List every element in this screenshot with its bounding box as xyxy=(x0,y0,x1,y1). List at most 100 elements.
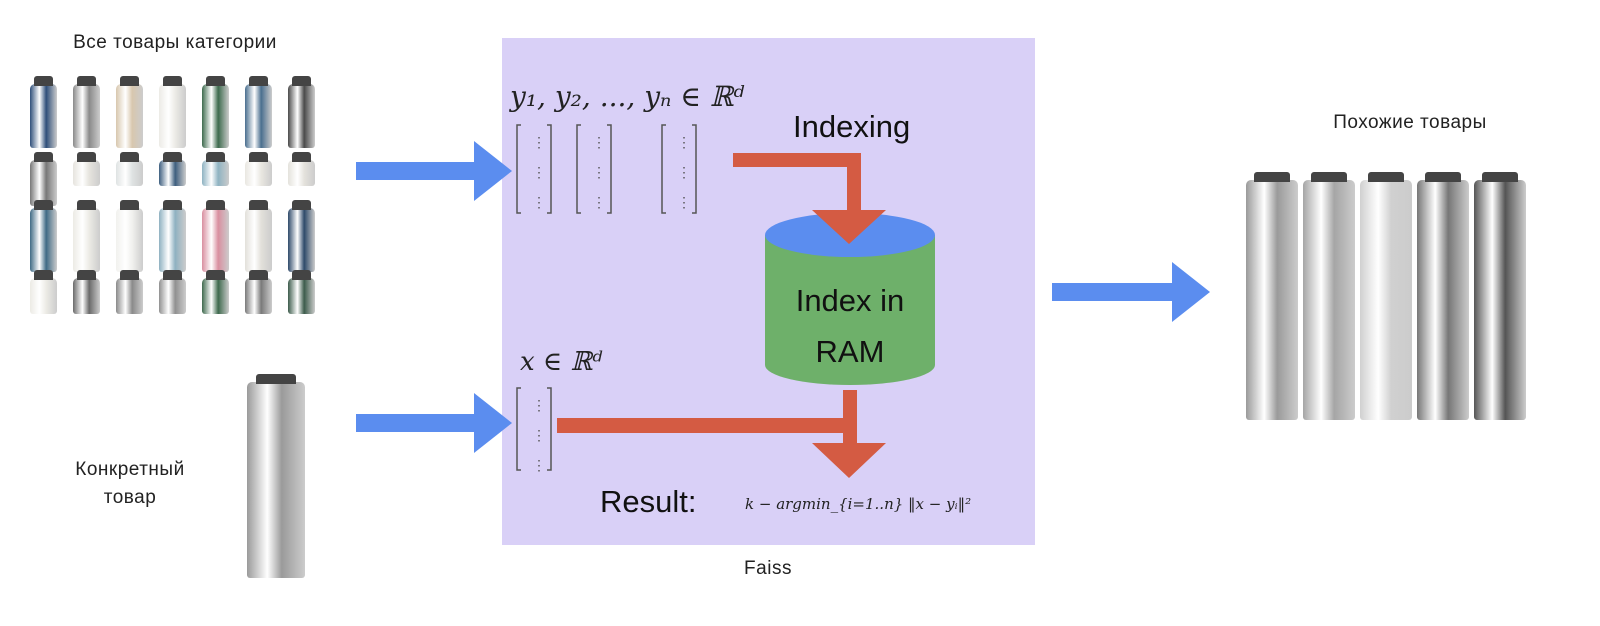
catalog-product-image xyxy=(73,200,100,272)
query-product-bottle xyxy=(247,374,305,578)
bottle-cap xyxy=(163,76,182,86)
bottle-cap xyxy=(292,152,311,162)
similar-product-image xyxy=(1246,172,1298,420)
vector-dots: ⋮ xyxy=(532,457,546,473)
catalog-product-image xyxy=(116,270,143,314)
vector-dots: ⋮ xyxy=(532,164,546,180)
bottle-cap xyxy=(120,76,139,86)
catalog-product-image xyxy=(288,76,315,148)
arrow-catalog-to-faiss xyxy=(356,141,512,201)
catalog-product-image xyxy=(30,152,57,206)
catalog-product-image xyxy=(116,152,143,186)
bottle-cap xyxy=(1310,172,1348,182)
index-in-ram-line1: Index in xyxy=(796,283,905,318)
index-in-ram-line2: RAM xyxy=(816,334,885,369)
similar-product-image xyxy=(1360,172,1412,420)
result-label: Result: xyxy=(600,484,696,519)
catalog-product-image xyxy=(116,76,143,148)
catalog-product-image xyxy=(288,270,315,314)
bottle-cap xyxy=(1253,172,1291,182)
catalog-product-image xyxy=(202,152,229,186)
bottle-cap xyxy=(249,152,268,162)
catalog-product-image xyxy=(245,200,272,272)
bottle-cap xyxy=(292,200,311,210)
catalog-product-image xyxy=(159,200,186,272)
bottle-cap xyxy=(1424,172,1462,182)
catalog-product-image xyxy=(288,152,315,186)
catalog-product-image xyxy=(30,76,57,148)
catalog-product-image xyxy=(30,270,57,314)
specific-item-label: Конкретный товар xyxy=(40,456,220,512)
vector-dots: ⋮ xyxy=(677,164,691,180)
faiss-label: Faiss xyxy=(744,558,792,579)
bottle-cap xyxy=(1367,172,1405,182)
catalog-product-image xyxy=(73,152,100,186)
vector-dots: ⋮ xyxy=(677,134,691,150)
catalog-product-image xyxy=(30,200,57,272)
catalog-product-image xyxy=(159,270,186,314)
catalog-product-image xyxy=(288,200,315,272)
bottle-cap xyxy=(163,200,182,210)
vector-dots: ⋮ xyxy=(532,427,546,443)
specific-item-line2: товар xyxy=(103,487,157,508)
bottle-cap xyxy=(206,270,225,280)
catalog-product-image xyxy=(245,152,272,186)
vector-dots: ⋮ xyxy=(532,134,546,150)
bottle-cap xyxy=(206,200,225,210)
bottle-cap xyxy=(77,76,96,86)
vector-bracket xyxy=(516,387,552,471)
vector-bracket xyxy=(516,124,552,214)
catalog-product-image xyxy=(202,200,229,272)
vector-dots: ⋮ xyxy=(592,194,606,210)
vector-dots: ⋮ xyxy=(532,397,546,413)
bottle-cap xyxy=(249,76,268,86)
vector-bracket xyxy=(661,124,697,214)
bottle-cap xyxy=(34,76,53,86)
bottle-cap xyxy=(34,270,53,280)
bottle-cap xyxy=(249,200,268,210)
bottle-cap xyxy=(77,270,96,280)
catalog-product-image xyxy=(159,152,186,186)
bottle-cap xyxy=(163,152,182,162)
vector-dots: ⋮ xyxy=(677,194,691,210)
bottle-cap xyxy=(77,152,96,162)
bottle-cap xyxy=(163,270,182,280)
similar-product-image xyxy=(1474,172,1526,420)
catalog-product-image xyxy=(73,270,100,314)
bottle-cap xyxy=(77,200,96,210)
all-items-label: Все товары категории xyxy=(73,32,277,53)
result-formula: k − argmin_{i=1..n} ‖x − yᵢ‖² xyxy=(745,495,971,513)
bottle-cap xyxy=(255,374,297,384)
query-vector-label: x ∈ ℝᵈ xyxy=(520,347,603,377)
catalog-product-image xyxy=(245,76,272,148)
catalog-product-image xyxy=(73,76,100,148)
indexing-arrow xyxy=(733,153,886,244)
similar-product-image xyxy=(1303,172,1355,420)
similar-product-image xyxy=(1417,172,1469,420)
arrow-faiss-to-results xyxy=(1052,262,1210,322)
query-search-arrow xyxy=(557,390,886,478)
bottle-cap xyxy=(249,270,268,280)
bottle-cap xyxy=(34,152,53,162)
bottle-cap xyxy=(1481,172,1519,182)
vector-bracket xyxy=(576,124,612,214)
catalog-product-image xyxy=(245,270,272,314)
catalog-product-image xyxy=(159,76,186,148)
similar-items-label: Похожие товары xyxy=(1333,112,1487,133)
catalog-product-image xyxy=(116,200,143,272)
bottle-cap xyxy=(206,152,225,162)
indexing-label: Indexing xyxy=(793,109,910,144)
vectors-label: y₁, y₂, ..., yₙ ∈ ℝᵈ xyxy=(508,80,745,113)
bottle-cap xyxy=(292,270,311,280)
catalog-product-image xyxy=(202,270,229,314)
bottle-cap xyxy=(206,76,225,86)
specific-item-line1: Конкретный xyxy=(75,459,185,480)
vector-dots: ⋮ xyxy=(592,134,606,150)
bottle-cap xyxy=(292,76,311,86)
bottle-cap xyxy=(120,270,139,280)
bottle-cap xyxy=(34,200,53,210)
vector-dots: ⋮ xyxy=(592,164,606,180)
vector-dots: ⋮ xyxy=(532,194,546,210)
catalog-product-image xyxy=(202,76,229,148)
